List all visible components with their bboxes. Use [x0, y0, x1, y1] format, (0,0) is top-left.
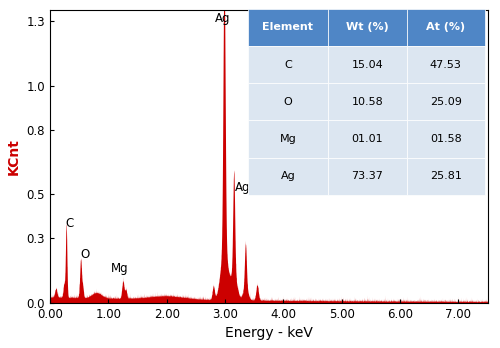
Text: O: O — [80, 247, 90, 261]
Y-axis label: KCnt: KCnt — [7, 138, 21, 175]
Bar — [248, 120, 328, 158]
Text: C: C — [65, 217, 74, 230]
Bar — [328, 120, 406, 158]
Bar — [248, 46, 328, 83]
Bar — [248, 158, 328, 195]
Text: 10.58: 10.58 — [352, 97, 384, 107]
Text: Mg: Mg — [111, 262, 129, 275]
Text: O: O — [284, 97, 292, 107]
Text: Element: Element — [262, 22, 314, 32]
Bar — [406, 9, 485, 46]
Bar — [328, 9, 406, 46]
Text: Mg: Mg — [280, 134, 296, 144]
Bar — [328, 46, 406, 83]
Bar — [406, 158, 485, 195]
Text: 01.58: 01.58 — [430, 134, 462, 144]
Bar — [328, 158, 406, 195]
Text: 25.81: 25.81 — [430, 171, 462, 181]
Text: Ag: Ag — [214, 11, 230, 24]
Text: At (%): At (%) — [426, 22, 466, 32]
Text: 25.09: 25.09 — [430, 97, 462, 107]
Text: 47.53: 47.53 — [430, 60, 462, 70]
Text: 73.37: 73.37 — [352, 171, 384, 181]
Text: 01.01: 01.01 — [352, 134, 384, 144]
Bar — [328, 83, 406, 120]
Bar — [406, 46, 485, 83]
Text: Ag: Ag — [235, 182, 250, 195]
Bar — [406, 120, 485, 158]
Text: C: C — [284, 60, 292, 70]
Bar — [248, 9, 328, 46]
Text: Wt (%): Wt (%) — [346, 22, 389, 32]
Bar — [248, 83, 328, 120]
Bar — [406, 83, 485, 120]
Text: 15.04: 15.04 — [352, 60, 384, 70]
X-axis label: Energy - keV: Energy - keV — [225, 326, 312, 340]
Text: Ag: Ag — [280, 171, 295, 181]
